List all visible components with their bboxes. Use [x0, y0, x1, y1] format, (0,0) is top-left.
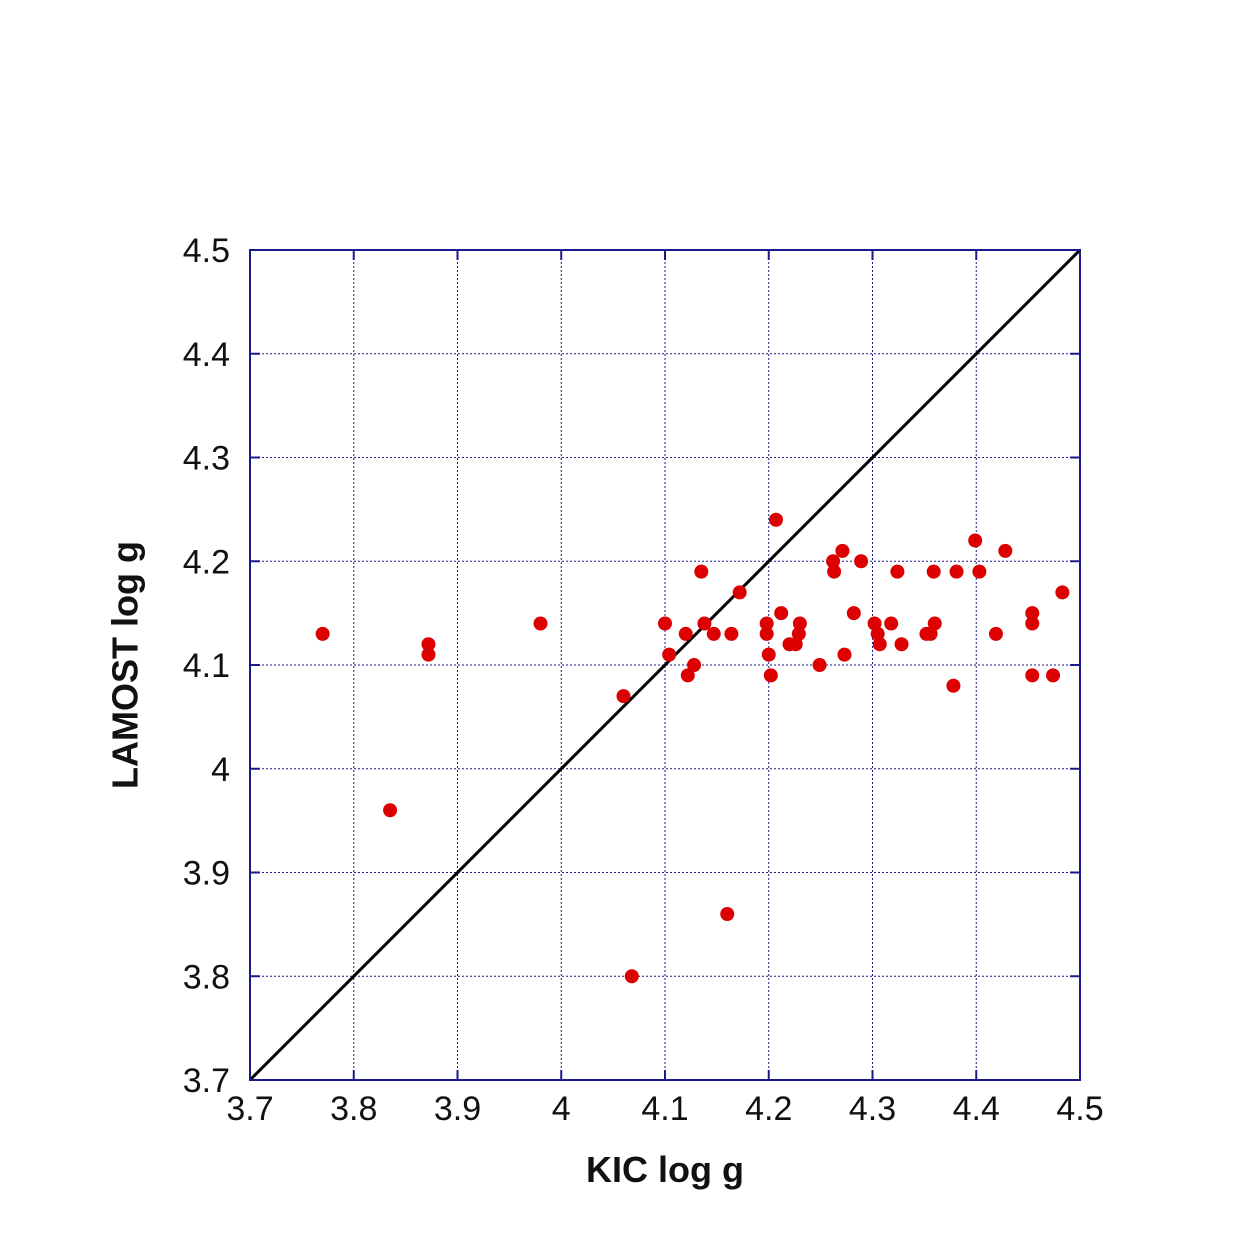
data-point [998, 543, 1013, 558]
x-tick-label: 3.8 [330, 1090, 377, 1128]
x-tick-label: 4.4 [953, 1090, 1000, 1128]
data-point [854, 554, 869, 569]
x-tick-label: 4.1 [641, 1090, 688, 1128]
data-point [687, 658, 702, 672]
data-point [1055, 585, 1070, 600]
data-point [759, 616, 774, 631]
data-point [894, 637, 909, 652]
x-tick-label: 3.9 [434, 1090, 481, 1128]
data-point [533, 616, 548, 631]
identity-line [248, 248, 1082, 1082]
data-point [421, 637, 436, 652]
data-point [680, 668, 695, 683]
data-point [774, 606, 789, 621]
y-tick-label: 4.5 [183, 232, 230, 270]
data-point [720, 907, 735, 921]
x-tick-label: 4 [552, 1090, 571, 1128]
y-tick-label: 4.3 [183, 440, 230, 478]
y-tick-label: 4.1 [183, 647, 230, 685]
x-tick-label: 4.3 [849, 1090, 896, 1128]
data-point [812, 658, 827, 672]
data-point [835, 543, 850, 558]
data-point [763, 668, 778, 683]
data-point [826, 554, 841, 569]
data-point [972, 564, 987, 579]
data-point [968, 533, 983, 548]
data-point [1025, 606, 1040, 621]
y-tick-labels: 3.7 3.8 3.9 4 4.1 4.2 4.3 4.4 4.5 [183, 232, 230, 1100]
data-point [792, 616, 807, 631]
data-point [662, 647, 677, 662]
data-point [926, 564, 941, 579]
data-point [1025, 668, 1040, 683]
y-tick-label: 4.4 [183, 336, 230, 374]
y-tick-label: 3.8 [183, 958, 230, 996]
data-point [658, 616, 672, 631]
y-tick-label: 3.7 [183, 1062, 230, 1100]
data-point [872, 637, 887, 652]
data-point [949, 564, 964, 579]
x-tick-label: 4.2 [745, 1090, 792, 1128]
y-tick-label: 4 [211, 751, 230, 789]
data-point [769, 512, 784, 527]
data-point [383, 803, 398, 818]
data-point [624, 969, 639, 984]
identity-line-group [248, 248, 1082, 1082]
x-tick-label: 3.7 [226, 1090, 273, 1128]
data-point [791, 626, 806, 641]
data-point [421, 647, 436, 662]
data-point [616, 689, 631, 704]
data-point [678, 626, 693, 641]
data-point [1046, 668, 1061, 683]
data-point [884, 616, 899, 631]
data-point [927, 616, 942, 631]
data-point [1025, 616, 1040, 631]
data-point [837, 647, 852, 662]
data-point [697, 616, 712, 631]
data-point [846, 606, 861, 621]
y-axis-title: LAMOST log g [105, 541, 146, 789]
data-point [761, 647, 776, 662]
data-point [759, 626, 774, 641]
data-point [988, 626, 1003, 641]
data-point [724, 626, 739, 641]
x-tick-label: 4.5 [1056, 1090, 1103, 1128]
data-point [890, 564, 905, 579]
x-tick-labels: 3.7 3.8 3.9 4 4.1 4.2 4.3 4.4 4.5 [226, 1090, 1103, 1128]
y-tick-label: 3.9 [183, 855, 230, 893]
data-points [315, 512, 1070, 984]
data-point [694, 564, 709, 579]
tick-marks [249, 249, 1081, 1081]
data-point [732, 585, 747, 600]
y-tick-label: 4.2 [183, 543, 230, 581]
data-point [870, 626, 885, 641]
data-point [315, 626, 330, 641]
data-point [706, 626, 721, 641]
x-axis-title: KIC log g [586, 1149, 744, 1190]
data-point [946, 678, 961, 693]
data-point [827, 564, 842, 579]
